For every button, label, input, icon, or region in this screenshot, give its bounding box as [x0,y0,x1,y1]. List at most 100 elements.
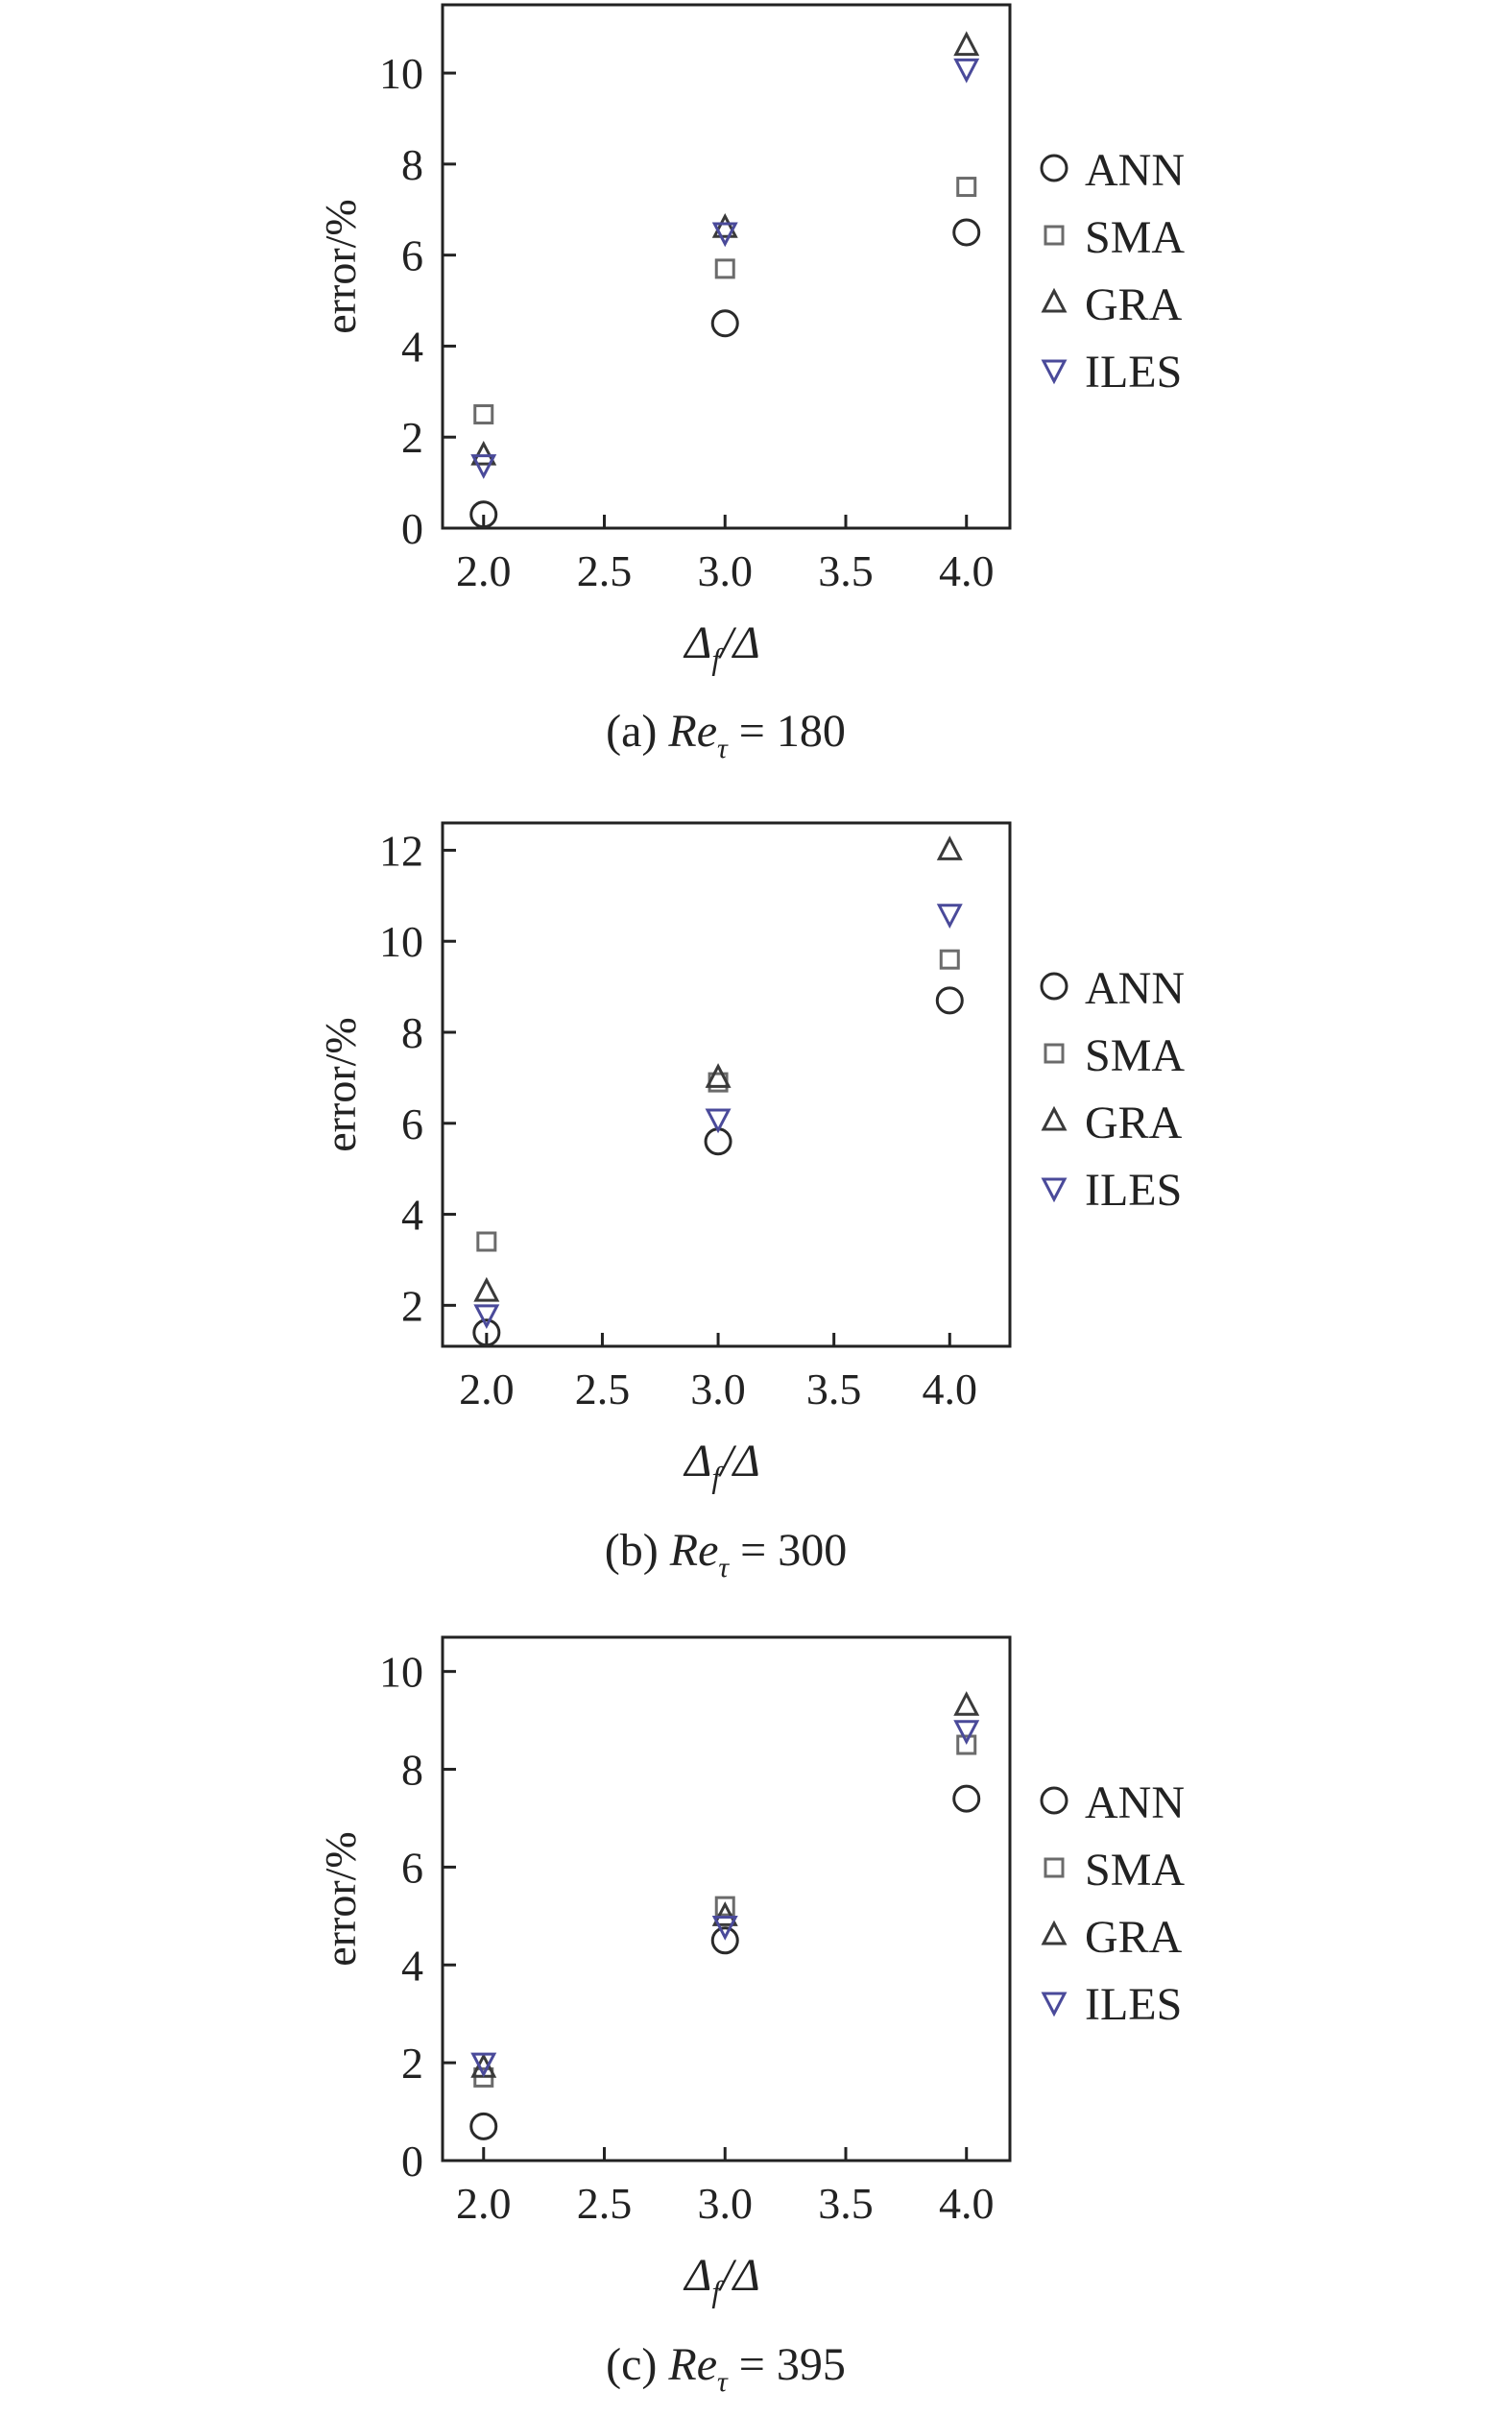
legend-label: GRA [1085,279,1183,330]
y-axis-label: error/% [316,1017,365,1151]
y-tick-label: 4 [401,1191,423,1240]
legend-marker-iles [1041,1992,1068,2017]
legend-label: ANN [1085,1777,1185,1828]
point-iles [711,1916,738,1941]
point-sma [473,404,494,425]
x-tick-label: 3.5 [806,1365,862,1413]
legend-label: GRA [1085,1098,1183,1148]
y-tick-label: 8 [401,140,423,189]
y-tick-label: 6 [401,1099,423,1148]
point-iles [470,2052,497,2078]
x-tick-label: 4.0 [923,1365,978,1413]
panel-1: 0 2 4 6 8 10 2.0 2.5 3.0 3.5 4.0 error/% Δf/Δ ANN SMA G… [316,3,1185,764]
point-ann [469,500,498,529]
legend-label: ILES [1085,1165,1182,1216]
y-tick-label: 2 [401,2039,423,2088]
y-tick-label: 12 [379,826,423,875]
point-ann [710,1926,739,1955]
y-tick-label: 0 [401,2137,423,2186]
point-gra [711,212,738,238]
point-ann [472,1318,501,1347]
legend-marker-sma [1044,1857,1065,1878]
point-sma [476,1231,497,1252]
x-tick-label: 2.0 [456,2179,512,2228]
legend-label: SMA [1085,1030,1185,1081]
y-tick-label: 4 [401,322,423,371]
point-gra [470,440,497,466]
point-iles [953,1720,980,1746]
point-gra [711,1901,738,1926]
point-ann [710,309,739,338]
point-ann [935,986,964,1015]
legend-label: ANN [1085,145,1185,196]
legend-label: SMA [1085,212,1185,263]
x-tick-label: 3.5 [818,546,874,595]
y-tick-label: 2 [401,1281,423,1330]
panel-caption: (b) Reτ = 300 [605,1525,847,1583]
panel-caption: (c) Reτ = 395 [606,2339,846,2398]
legend-label: SMA [1085,1845,1185,1896]
point-gra [705,1063,732,1088]
x-tick-label: 3.5 [818,2179,874,2228]
y-tick-label: 0 [401,504,423,553]
y-tick-label: 8 [401,1008,423,1057]
x-axis-label: Δf/Δ [683,2250,760,2308]
y-tick-label: 10 [379,917,423,966]
legend-marker-gra [1041,1920,1068,1945]
y-tick-label: 2 [401,413,423,462]
point-sma [714,258,735,279]
y-tick-label: 10 [379,49,423,98]
y-tick-label: 6 [401,231,423,280]
y-axis-label: error/% [316,1831,365,1966]
legend-marker-ann [1040,972,1068,1001]
legend-marker-sma [1044,225,1065,246]
x-tick-label: 3.0 [697,546,753,595]
y-tick-label: 10 [379,1648,423,1697]
x-tick-label: 2.5 [577,2179,633,2228]
legend-label: GRA [1085,1912,1183,1963]
point-iles [711,222,738,248]
point-iles [953,58,980,84]
plot-frame [441,3,1012,530]
point-gra [953,31,980,57]
panel-caption: (a) Reτ = 180 [606,706,846,764]
x-tick-label: 4.0 [939,546,995,595]
point-sma [714,1896,735,1917]
legend: ANN SMA GRA ILES [1040,963,1185,1216]
x-axis-label: Δf/Δ [683,1436,760,1494]
y-axis-label: error/% [316,199,365,333]
plot-frame [441,821,1012,1348]
legend: ANN SMA GRA ILES [1040,1777,1185,2030]
y-tick-label: 4 [401,1941,423,1990]
legend-marker-sma [1044,1043,1065,1064]
point-sma [956,1734,977,1755]
y-tick-label: 8 [401,1746,423,1795]
x-tick-label: 3.0 [690,1365,746,1413]
point-iles [473,1304,500,1330]
legend-label: ILES [1085,1979,1182,2030]
panel-3: 0 2 4 6 8 10 2.0 2.5 3.0 3.5 4.0 error/% Δf/Δ ANN SMA G… [316,1635,1185,2398]
point-sma [956,177,977,198]
point-ann [469,2112,498,2140]
point-sma [939,949,960,970]
legend-marker-iles [1041,1177,1068,1203]
point-iles [470,454,497,479]
x-tick-label: 2.0 [459,1365,515,1413]
legend-marker-iles [1041,359,1068,385]
x-tick-label: 2.5 [577,546,633,595]
legend-marker-ann [1040,154,1068,182]
legend-marker-gra [1041,287,1068,313]
x-tick-label: 3.0 [697,2179,753,2228]
x-tick-label: 4.0 [939,2179,995,2228]
panel-2: 2 4 6 8 10 12 2.0 2.5 3.0 3.5 4.0 error/% Δf/Δ ANN SMA… [316,821,1185,1583]
x-tick-label: 2.0 [456,546,512,595]
point-ann [952,1784,981,1813]
point-ann [952,218,981,247]
point-iles [936,904,963,930]
x-tick-label: 2.5 [575,1365,631,1413]
legend: ANN SMA GRA ILES [1040,145,1185,398]
y-tick-label: 6 [401,1843,423,1892]
legend-marker-ann [1040,1786,1068,1815]
legend-label: ILES [1085,347,1182,398]
